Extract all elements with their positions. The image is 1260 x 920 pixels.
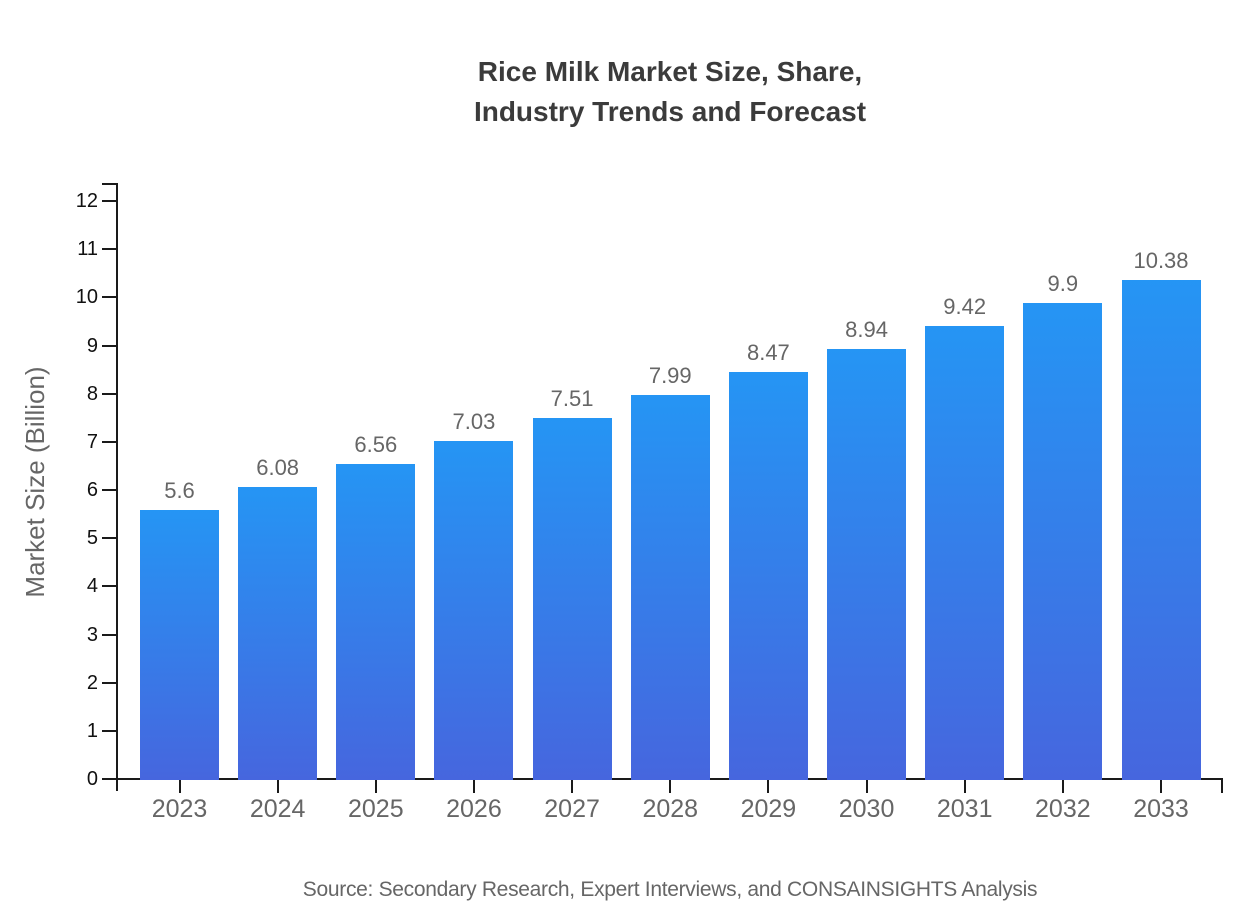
y-tick-label: 3	[86, 623, 98, 646]
y-tick	[102, 200, 116, 202]
bar-value-label: 8.94	[845, 317, 888, 343]
bar	[925, 326, 1005, 780]
x-tick	[1160, 780, 1162, 793]
bar	[728, 372, 808, 780]
y-tick	[102, 489, 116, 491]
x-tick	[963, 780, 966, 793]
bar	[827, 349, 907, 780]
x-tick	[374, 780, 377, 793]
bar-value-label: 7.99	[648, 363, 692, 389]
x-tick	[1061, 780, 1064, 793]
y-tick-label: 11	[77, 238, 98, 261]
bar-value-label: 8.47	[746, 340, 790, 366]
y-tick-label: 1	[86, 719, 98, 742]
bar	[1023, 303, 1103, 780]
chart-title-line1: Rice Milk Market Size, Share,	[477, 56, 863, 87]
y-tick-label: 6	[86, 479, 98, 501]
x-tick-label: 2029	[740, 795, 797, 823]
y-tick-label: 8	[86, 382, 98, 405]
bar	[630, 395, 710, 780]
x-tick-label: 2027	[544, 795, 600, 823]
bar	[532, 418, 612, 780]
bar-value-label: 7.03	[452, 409, 496, 435]
y-tick	[102, 440, 116, 443]
x-tick	[276, 780, 279, 793]
y-tick-label: 10	[75, 286, 98, 309]
y-tick-label: 0	[86, 768, 98, 790]
x-tick-label: 2026	[446, 795, 502, 823]
x-tick-label: 2033	[1133, 795, 1189, 823]
y-axis-endcap	[102, 183, 116, 185]
bar-value-label: 6.56	[354, 432, 398, 458]
chart-title: Rice Milk Market Size, Share, Industry T…	[118, 52, 1222, 132]
bar	[238, 487, 318, 780]
x-axis-endcap	[1221, 780, 1223, 793]
x-tick	[865, 780, 868, 793]
x-tick-label: 2032	[1035, 795, 1091, 823]
x-tick-label: 2028	[642, 795, 699, 823]
y-tick-label: 7	[86, 430, 98, 453]
x-tick	[669, 780, 672, 793]
y-axis-line	[116, 183, 118, 791]
y-tick	[102, 729, 116, 732]
x-tick-label: 2031	[936, 795, 993, 823]
bar	[140, 510, 219, 780]
y-tick-label: 2	[86, 671, 98, 694]
x-tick-label: 2024	[249, 795, 306, 823]
bar-value-label: 6.08	[256, 455, 300, 481]
y-tick	[102, 681, 116, 684]
bar	[1121, 280, 1201, 780]
y-tick	[102, 296, 116, 299]
y-tick-label: 12	[75, 190, 98, 212]
bar-value-label: 10.38	[1133, 248, 1189, 274]
x-tick	[472, 780, 475, 793]
x-tick	[571, 780, 574, 793]
bar	[434, 441, 514, 780]
x-tick-label: 2030	[838, 795, 895, 823]
x-tick	[767, 780, 770, 793]
y-tick-label: 5	[86, 527, 98, 550]
chart-title-line2: Industry Trends and Forecast	[473, 96, 867, 127]
x-tick	[178, 780, 181, 793]
x-tick-label: 2025	[347, 795, 404, 823]
bar-value-label: 5.6	[164, 478, 195, 504]
source-note: Source: Secondary Research, Expert Inter…	[302, 878, 1038, 901]
bar-value-label: 9.9	[1047, 271, 1079, 297]
y-tick-label: 9	[86, 334, 98, 357]
y-tick	[102, 392, 116, 395]
y-tick	[102, 633, 116, 636]
y-tick	[102, 537, 116, 540]
bar-value-label: 7.51	[550, 386, 594, 412]
y-tick	[102, 778, 116, 780]
y-tick-label: 4	[86, 575, 98, 598]
x-tick-label: 2023	[151, 795, 208, 823]
bar	[336, 464, 416, 780]
y-tick	[102, 585, 116, 588]
bar-value-label: 9.42	[943, 294, 987, 320]
y-tick	[102, 248, 116, 251]
y-tick	[102, 344, 116, 347]
